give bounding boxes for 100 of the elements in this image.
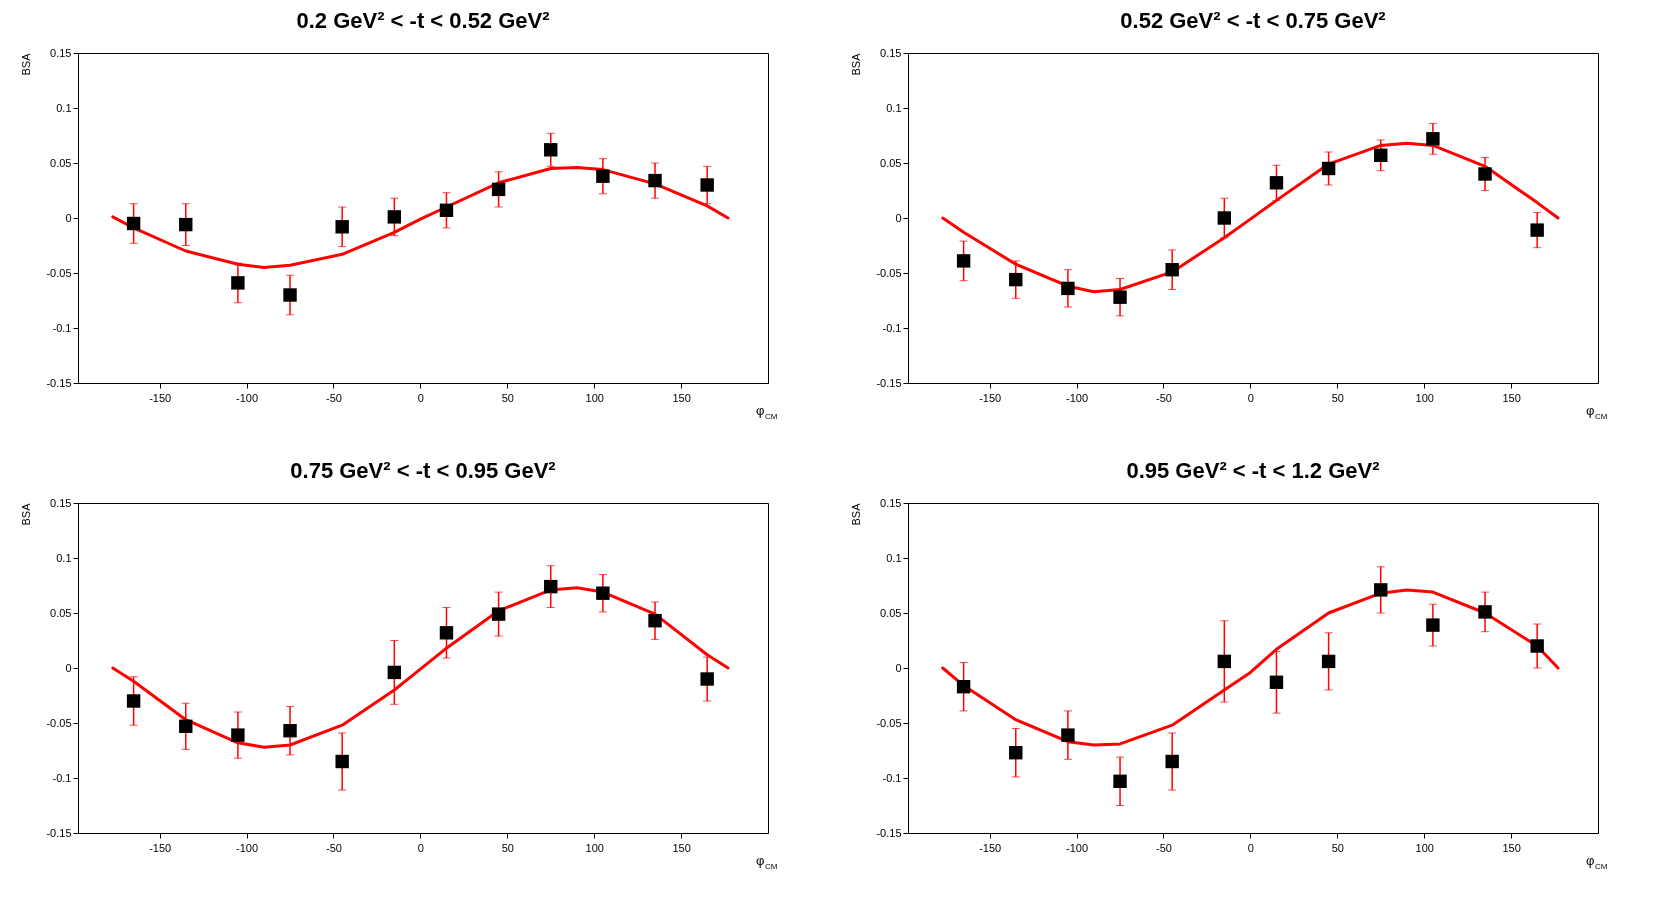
point xyxy=(596,586,610,600)
y-tick-label: -0.1 xyxy=(882,771,902,784)
y-tick-label: -0.1 xyxy=(882,321,902,334)
point xyxy=(1217,211,1232,225)
point xyxy=(1165,262,1179,277)
x-tick-label: -150 xyxy=(149,391,172,404)
y-tick-label: 0.1 xyxy=(56,101,72,114)
point xyxy=(1061,281,1075,296)
point xyxy=(1426,618,1440,632)
x-tick-label: 0 xyxy=(417,841,424,854)
y-tick-label: 0.15 xyxy=(880,46,902,59)
x-tick-label: -50 xyxy=(1156,841,1172,854)
chart-title: 0.52 GeV² < -t < 0.75 GeV² xyxy=(1120,8,1386,33)
x-tick-label: 150 xyxy=(1502,391,1521,404)
y-tick-label: 0.05 xyxy=(50,156,72,169)
x-tick-label: 50 xyxy=(501,391,514,404)
point xyxy=(1009,272,1023,287)
point xyxy=(439,203,454,218)
y-tick-label: -0.1 xyxy=(52,771,72,784)
x-tick-label: -150 xyxy=(979,391,1002,404)
y-tick-label: 0 xyxy=(65,211,72,224)
point xyxy=(1113,290,1127,304)
point xyxy=(335,220,349,234)
point xyxy=(648,173,662,188)
y-tick-label: -0.15 xyxy=(46,826,72,839)
point xyxy=(491,182,506,197)
point xyxy=(544,143,558,157)
point xyxy=(1061,728,1075,742)
x-tick-label: -100 xyxy=(1066,841,1089,854)
y-tick-label: -0.15 xyxy=(876,826,902,839)
point xyxy=(1374,148,1388,163)
y-axis-title: BSA xyxy=(20,52,33,76)
point xyxy=(1374,583,1388,597)
point xyxy=(335,754,349,769)
point xyxy=(491,607,506,621)
point xyxy=(283,288,297,302)
y-tick-label: -0.05 xyxy=(876,266,902,279)
y-tick-label: 0.1 xyxy=(886,101,902,114)
y-axis-title: BSA xyxy=(850,502,863,526)
x-tick-label: -100 xyxy=(236,391,259,404)
x-tick-label: 50 xyxy=(1331,391,1344,404)
point xyxy=(126,694,141,708)
point xyxy=(1217,654,1232,669)
x-tick-label: 100 xyxy=(585,841,604,854)
point xyxy=(1321,654,1336,669)
point xyxy=(700,178,714,192)
y-tick-label: -0.15 xyxy=(46,376,72,389)
point xyxy=(1009,745,1023,760)
point xyxy=(1426,132,1440,146)
point xyxy=(648,613,662,628)
point xyxy=(231,728,245,742)
x-tick-label: -150 xyxy=(979,841,1002,854)
y-tick-label: 0.15 xyxy=(50,496,72,509)
y-tick-label: -0.05 xyxy=(876,716,902,729)
x-tick-label: 150 xyxy=(672,841,691,854)
point xyxy=(439,626,454,640)
point xyxy=(387,210,402,224)
y-tick-label: 0.15 xyxy=(50,46,72,59)
y-axis-title: BSA xyxy=(20,502,33,526)
point xyxy=(179,217,193,232)
x-tick-label: 50 xyxy=(501,841,514,854)
point xyxy=(1321,161,1336,176)
y-tick-label: -0.15 xyxy=(876,376,902,389)
point xyxy=(1269,176,1284,190)
point xyxy=(956,679,971,694)
y-tick-label: -0.05 xyxy=(46,716,72,729)
point xyxy=(700,672,714,686)
point xyxy=(1478,167,1492,181)
x-tick-label: 150 xyxy=(1502,841,1521,854)
point xyxy=(1530,639,1544,653)
x-tick-label: -100 xyxy=(1066,391,1089,404)
point xyxy=(1478,605,1492,619)
point xyxy=(387,665,402,680)
x-tick-label: 150 xyxy=(672,391,691,404)
x-tick-label: 100 xyxy=(1415,391,1434,404)
point xyxy=(231,276,245,290)
point xyxy=(544,579,558,594)
point xyxy=(283,723,297,738)
y-tick-label: -0.05 xyxy=(46,266,72,279)
y-tick-label: 0.1 xyxy=(886,551,902,564)
chart-title: 0.75 GeV² < -t < 0.95 GeV² xyxy=(290,458,556,483)
x-tick-label: -50 xyxy=(326,391,342,404)
y-axis-title: BSA xyxy=(850,52,863,76)
x-tick-label: 100 xyxy=(585,391,604,404)
x-tick-label: 0 xyxy=(417,391,424,404)
point xyxy=(1113,774,1127,789)
y-tick-label: 0 xyxy=(895,661,902,674)
x-tick-label: -50 xyxy=(326,841,342,854)
point xyxy=(1530,223,1544,237)
point xyxy=(1269,675,1284,690)
point xyxy=(596,169,610,183)
chart-title: 0.2 GeV² < -t < 0.52 GeV² xyxy=(296,8,550,33)
y-tick-label: 0.15 xyxy=(880,496,902,509)
point xyxy=(1165,754,1179,769)
y-tick-label: 0.05 xyxy=(880,156,902,169)
y-tick-label: 0 xyxy=(895,211,902,224)
x-tick-label: 50 xyxy=(1331,841,1344,854)
x-tick-label: 100 xyxy=(1415,841,1434,854)
point xyxy=(126,216,141,231)
y-tick-label: 0.05 xyxy=(880,606,902,619)
